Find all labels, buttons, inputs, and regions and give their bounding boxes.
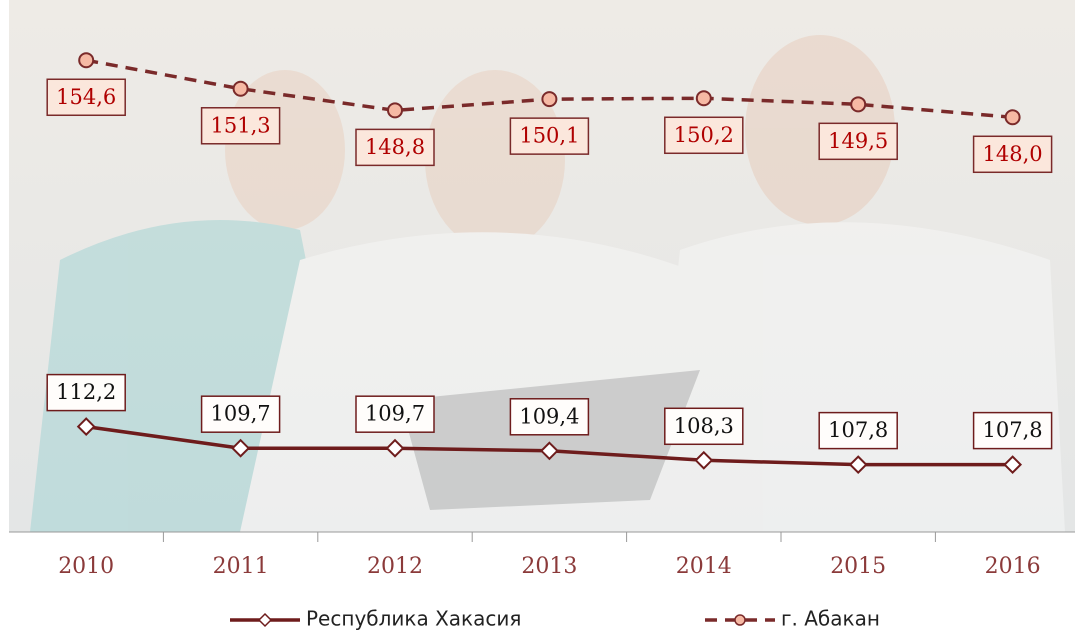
data-label: 109,7 xyxy=(365,402,425,426)
legend-marker xyxy=(735,615,745,625)
x-tick-label: 2011 xyxy=(213,554,269,579)
marker xyxy=(851,97,865,111)
legend-label: Республика Хакасия xyxy=(306,607,521,631)
data-label: 107,8 xyxy=(828,418,888,442)
data-label: 148,8 xyxy=(365,135,425,159)
marker xyxy=(697,91,711,105)
legend-marker xyxy=(259,614,271,626)
data-label: 154,6 xyxy=(56,85,116,109)
data-label: 149,5 xyxy=(828,129,888,153)
chart: 2010 2011 2012 2013 2014 2015 2016 112,2 109,7 10… xyxy=(0,0,1075,632)
data-label: 109,7 xyxy=(211,402,271,426)
data-label: 108,3 xyxy=(674,414,734,438)
marker xyxy=(388,103,402,117)
data-label: 148,0 xyxy=(983,142,1043,166)
x-tick-label: 2016 xyxy=(985,554,1041,579)
data-label: 150,2 xyxy=(674,123,734,147)
x-tick-label: 2014 xyxy=(676,554,732,579)
x-tick-label: 2013 xyxy=(521,554,577,579)
x-tick-label: 2015 xyxy=(830,554,886,579)
data-label: 151,3 xyxy=(211,113,271,137)
marker xyxy=(542,92,556,106)
data-label: 112,2 xyxy=(56,380,116,404)
marker xyxy=(1006,110,1020,124)
legend-label: г. Абакан xyxy=(781,607,880,631)
data-label: 107,8 xyxy=(983,418,1043,442)
data-label: 150,1 xyxy=(519,124,579,148)
x-tick-label: 2012 xyxy=(367,554,423,579)
marker xyxy=(234,82,248,96)
marker xyxy=(79,53,93,67)
data-label: 109,4 xyxy=(519,404,579,428)
x-tick-label: 2010 xyxy=(58,554,114,579)
